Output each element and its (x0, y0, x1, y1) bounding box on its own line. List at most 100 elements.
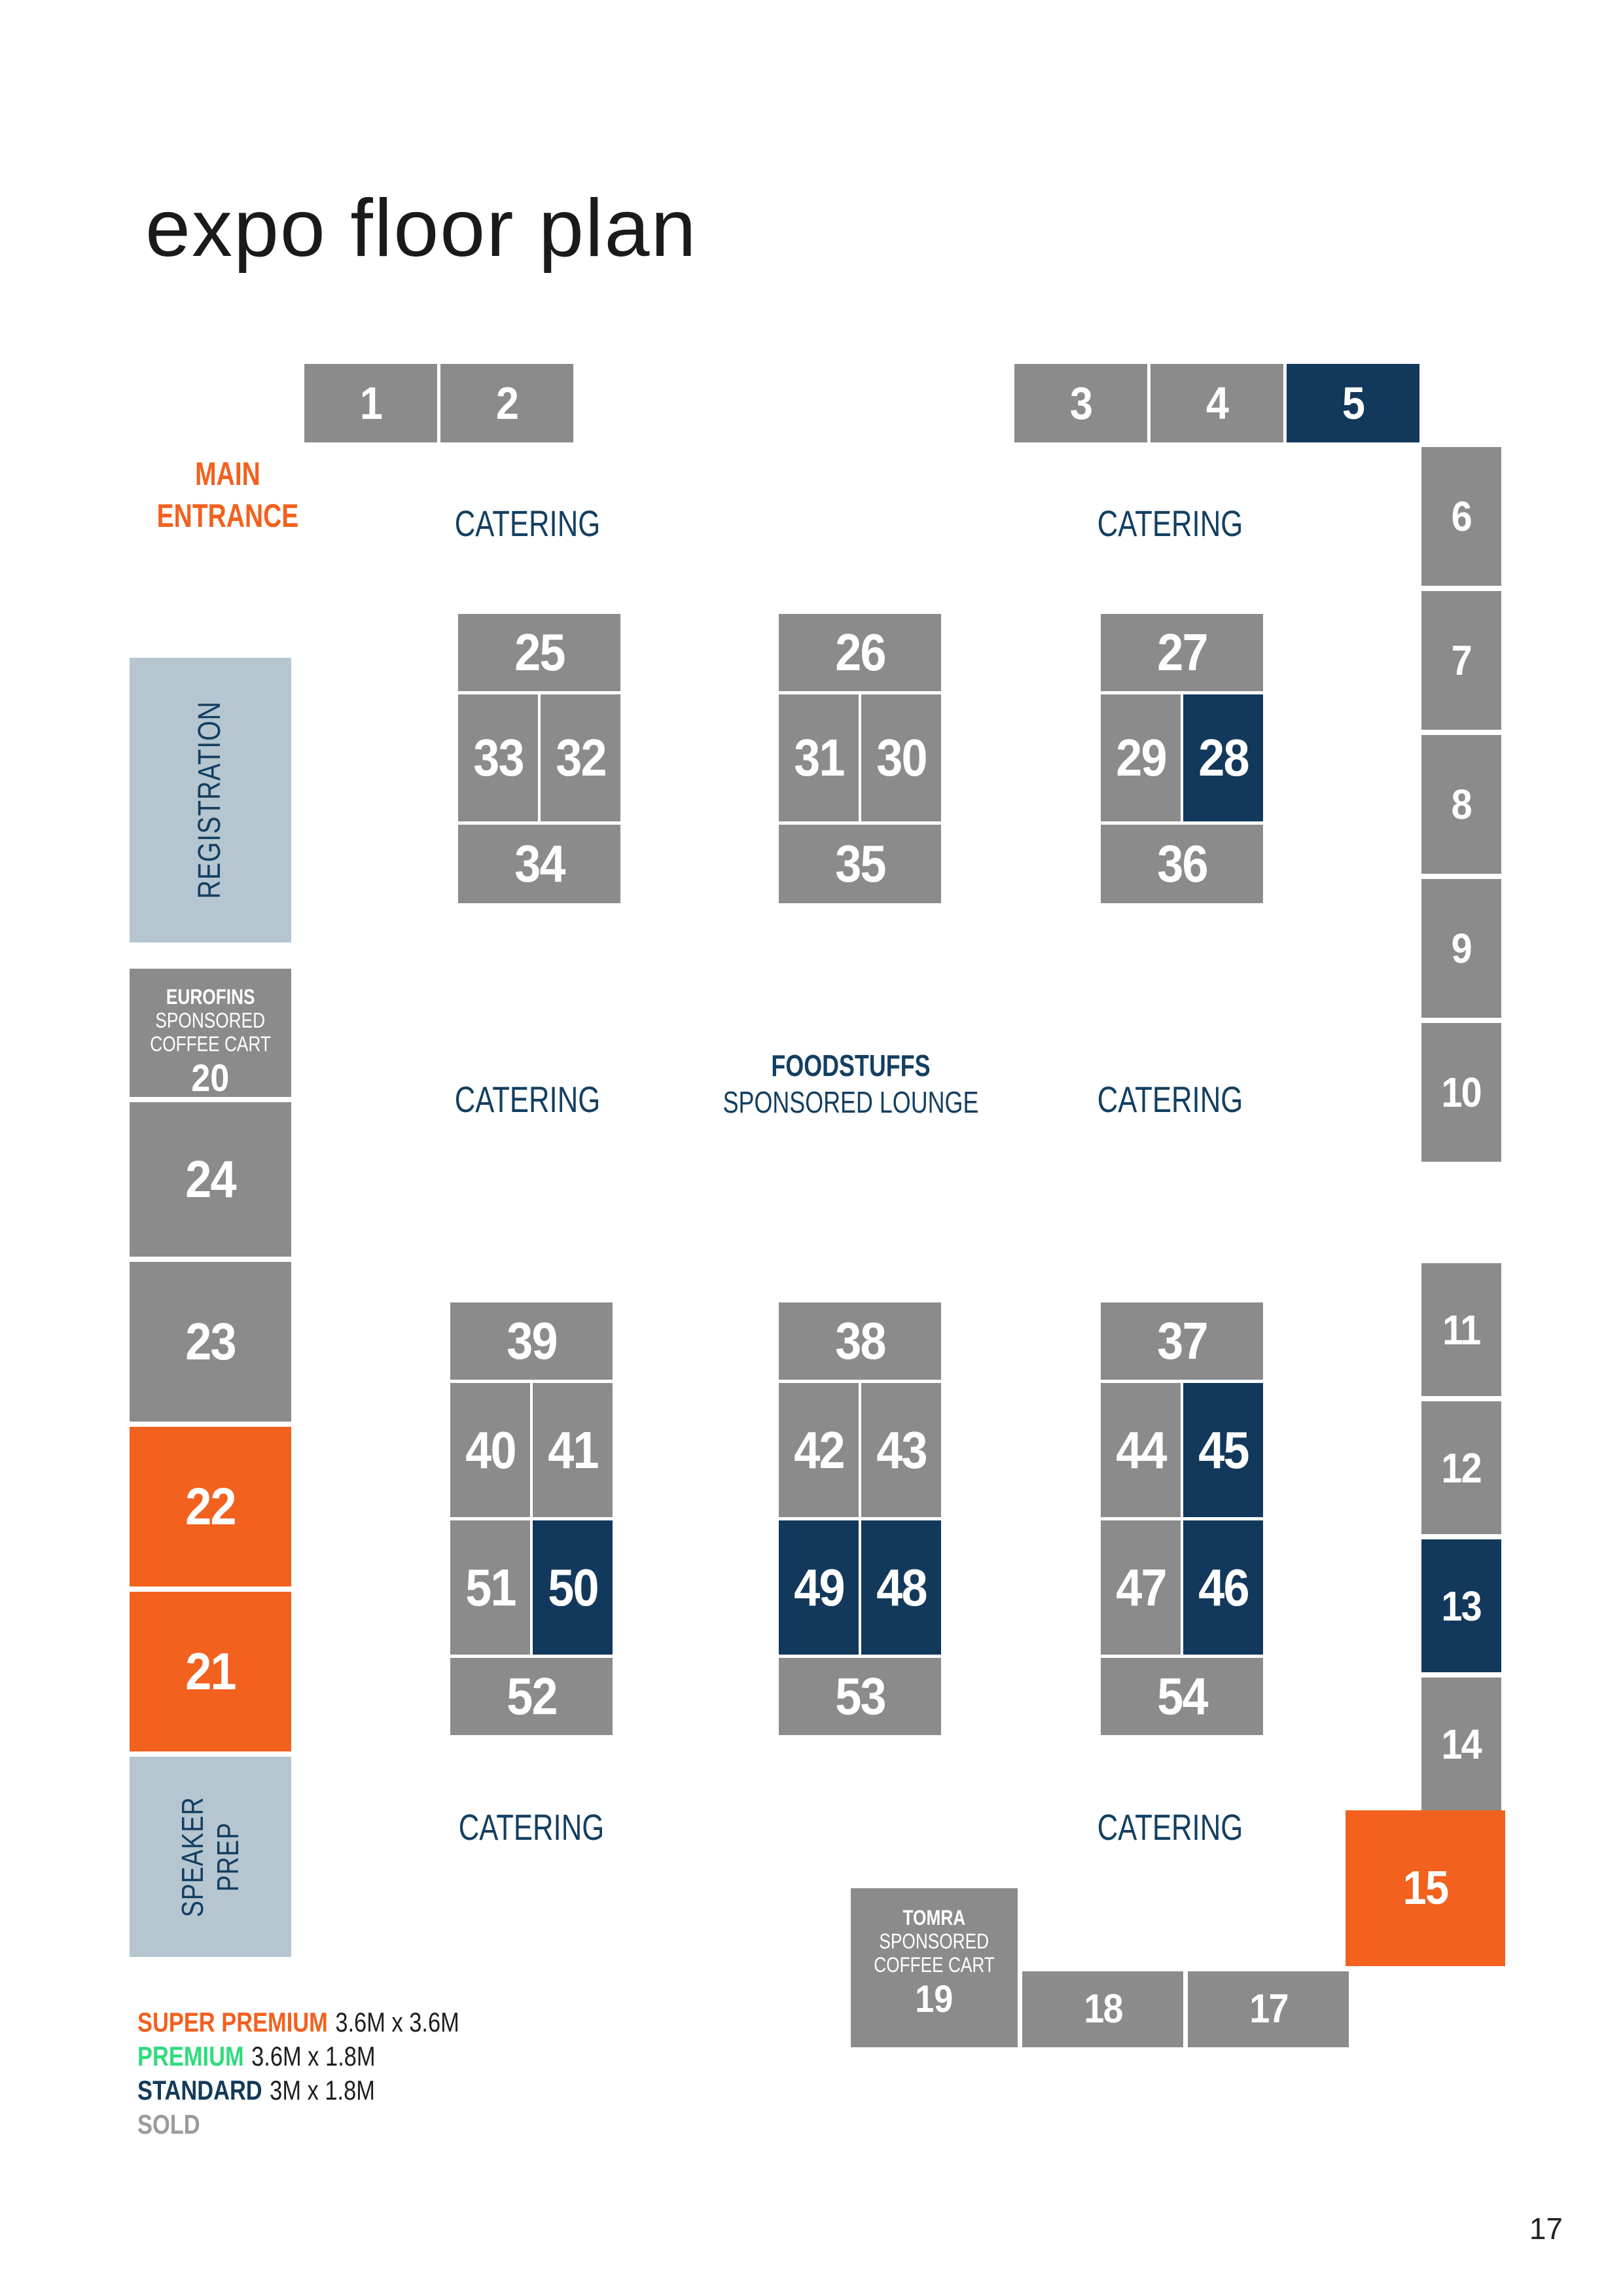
booth-35: 35 (779, 825, 941, 903)
booth-4-number: 4 (1205, 378, 1229, 429)
booth-5: 5 (1287, 364, 1419, 442)
booth-36: 36 (1101, 825, 1263, 903)
booth-27: 27 (1101, 614, 1263, 691)
booth-27-number: 27 (1156, 623, 1208, 681)
booth-19-number: 19 (915, 1978, 954, 2021)
legend-row-super-premium: SUPER PREMIUM 3.6M x 3.6M (137, 2007, 459, 2041)
booth-35-number: 35 (834, 834, 886, 893)
booth-32-number: 32 (555, 728, 607, 787)
booth-9-number: 9 (1451, 925, 1472, 972)
booth-53-number: 53 (834, 1667, 886, 1725)
booth-28: 28 (1183, 694, 1263, 821)
booth-49-number: 49 (793, 1558, 845, 1617)
booth-31: 31 (779, 694, 859, 821)
catering-bottom-right-text: CATERING (1097, 1806, 1243, 1848)
legend-tier-label: SOLD (137, 2109, 200, 2140)
booth-41-number: 41 (547, 1420, 599, 1479)
booth-49: 49 (779, 1520, 859, 1655)
booth-5-number: 5 (1342, 378, 1365, 429)
eurofins-coffee-cart: EUROFINS SPONSORED COFFEE CART 20 (130, 969, 291, 1098)
booth-52: 52 (450, 1658, 613, 1735)
booth-14: 14 (1421, 1677, 1501, 1810)
speaker-prep-area: SPEAKER PREP (130, 1757, 291, 1957)
booth-38-number: 38 (834, 1312, 886, 1370)
catering-mid-left-text: CATERING (454, 1079, 601, 1120)
booth-42-number: 42 (793, 1420, 845, 1479)
page-title: expo floor plan (145, 183, 698, 274)
booth-22-number: 22 (185, 1477, 236, 1535)
booth-15: 15 (1346, 1810, 1505, 1966)
booth-3: 3 (1014, 364, 1147, 442)
booth-51: 51 (450, 1520, 530, 1655)
eurofins-line2: SPONSORED (155, 1008, 266, 1032)
tomra-line2: SPONSORED (879, 1929, 990, 1953)
booth-8-number: 8 (1451, 781, 1472, 828)
booth-39-number: 39 (506, 1312, 558, 1370)
booth-13: 13 (1421, 1539, 1501, 1672)
booth-54: 54 (1101, 1658, 1263, 1735)
catering-mid-right-label: CATERING (974, 1081, 1366, 1118)
booth-30: 30 (861, 694, 941, 821)
booth-50-number: 50 (547, 1558, 599, 1617)
booth-33: 33 (458, 694, 538, 821)
catering-top-left-text: CATERING (454, 503, 601, 544)
booth-34: 34 (458, 825, 620, 903)
booth-12: 12 (1421, 1401, 1501, 1534)
eurofins-sponsor-name: EUROFINS (166, 985, 255, 1009)
booth-40-number: 40 (465, 1420, 516, 1479)
booth-25: 25 (458, 614, 620, 691)
booth-37: 37 (1101, 1302, 1263, 1380)
booth-25-number: 25 (514, 623, 565, 681)
legend-row-premium: PREMIUM 3.6M x 1.8M (137, 2041, 459, 2075)
booth-28-number: 28 (1198, 728, 1249, 787)
booth-23-number: 23 (185, 1312, 236, 1371)
booth-47: 47 (1101, 1520, 1181, 1655)
main-entrance-label: MAIN ENTRANCE (31, 453, 424, 537)
booth-13-number: 13 (1441, 1582, 1482, 1630)
legend-tier-label: PREMIUM (137, 2041, 244, 2072)
eurofins-line3: COFFEE CART (150, 1031, 271, 1056)
booth-43: 43 (861, 1383, 941, 1517)
booth-45-number: 45 (1198, 1420, 1249, 1479)
booth-38: 38 (779, 1302, 941, 1380)
booth-47-number: 47 (1115, 1558, 1167, 1617)
booth-44-number: 44 (1115, 1420, 1167, 1479)
booth-10: 10 (1421, 1023, 1501, 1162)
legend-tier-label: STANDARD (137, 2075, 262, 2106)
booth-7: 7 (1421, 591, 1501, 730)
booth-45: 45 (1183, 1383, 1263, 1517)
booth-39: 39 (450, 1302, 613, 1380)
tomra-sponsor-name: TOMRA (902, 1906, 966, 1929)
booth-11-number: 11 (1442, 1306, 1481, 1354)
page-number: 17 (1529, 2212, 1563, 2246)
booth-11: 11 (1421, 1263, 1501, 1396)
booth-52-number: 52 (506, 1667, 558, 1725)
booth-3-number: 3 (1069, 378, 1093, 429)
booth-29: 29 (1101, 694, 1181, 821)
catering-bottom-right-label: CATERING (974, 1809, 1366, 1846)
booth-48: 48 (861, 1520, 941, 1655)
catering-top-right-text: CATERING (1097, 503, 1243, 544)
tomra-coffee-cart: TOMRA SPONSORED COFFEE CART 19 (851, 1888, 1018, 2047)
booth-46: 46 (1183, 1520, 1263, 1655)
booth-2: 2 (440, 364, 573, 442)
booth-44: 44 (1101, 1383, 1181, 1517)
booth-8: 8 (1421, 735, 1501, 874)
catering-mid-right-text: CATERING (1097, 1079, 1243, 1120)
booth-7-number: 7 (1451, 637, 1472, 684)
booth-54-number: 54 (1156, 1667, 1208, 1725)
booth-22: 22 (130, 1427, 291, 1587)
booth-1-number: 1 (359, 378, 383, 429)
booth-6: 6 (1421, 447, 1501, 586)
booth-32: 32 (541, 694, 620, 821)
legend-row-standard: STANDARD 3M x 1.8M (137, 2075, 459, 2109)
booth-10-number: 10 (1441, 1069, 1482, 1116)
booth-29-number: 29 (1115, 728, 1167, 787)
catering-bottom-left-text: CATERING (458, 1806, 605, 1848)
booth-17-number: 17 (1249, 1986, 1289, 2032)
booth-40: 40 (450, 1383, 530, 1517)
foodstuffs-lounge-text: SPONSORED LOUNGE (722, 1085, 979, 1119)
booth-24-number: 24 (185, 1150, 236, 1208)
legend-tier-size: 3.6M x 3.6M (335, 2007, 459, 2037)
booth-9: 9 (1421, 879, 1501, 1018)
